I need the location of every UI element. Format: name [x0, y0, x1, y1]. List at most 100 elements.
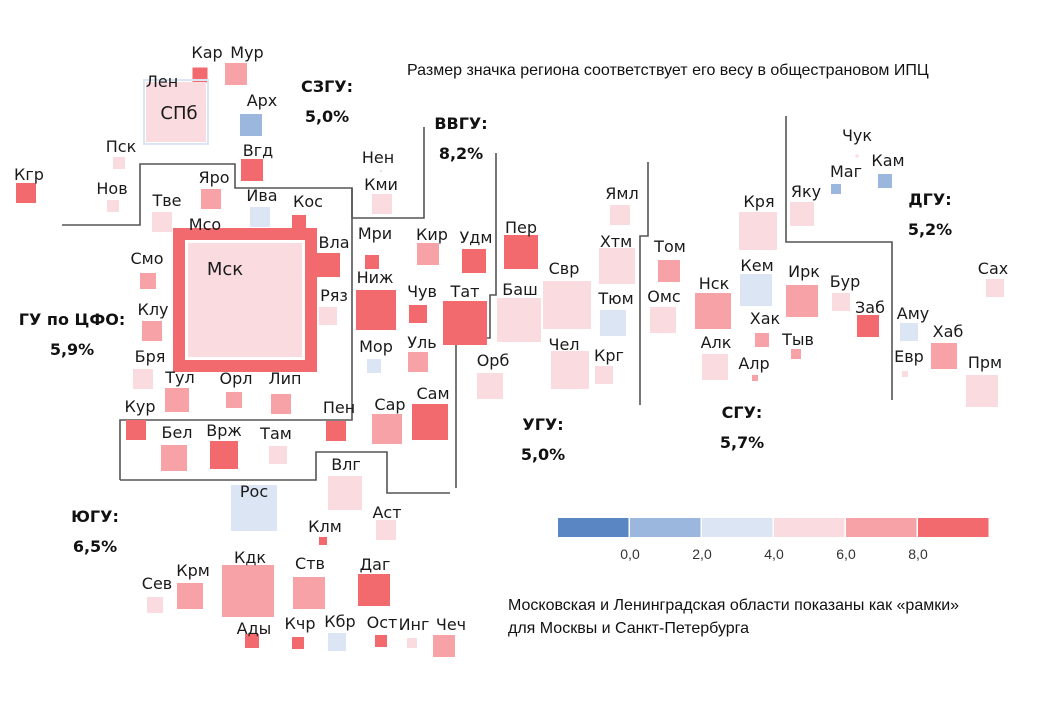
region-label-18: Смо	[130, 249, 163, 268]
region-label-26: Бел	[161, 423, 192, 442]
region-label-75: Крм	[176, 561, 210, 580]
region-label-27: Врж	[206, 421, 242, 440]
region-tile-73	[376, 520, 396, 540]
region-label-37: Пен	[323, 398, 355, 417]
region-tile-68	[902, 371, 908, 377]
region-label-9: Нен	[362, 148, 394, 167]
region-tile-17	[316, 253, 340, 277]
region-label-31: Удм	[460, 228, 493, 247]
region-tile-38	[372, 414, 402, 444]
region-tile-3	[146, 82, 206, 142]
region-label-21: Бря	[135, 347, 166, 366]
region-label-6: Пск	[106, 137, 137, 156]
region-tile-61	[790, 202, 814, 226]
region-label-32: Ниж	[357, 268, 394, 287]
region-label-12: Тве	[151, 191, 181, 210]
district-value-4: 5,7%	[720, 433, 764, 452]
region-label-57: Тыв	[781, 330, 814, 349]
region-tile-49	[658, 260, 680, 282]
region-label-72: Клм	[308, 517, 342, 536]
region-tile-76	[222, 565, 274, 617]
legend-tick-2: 4,0	[764, 546, 784, 562]
region-label-81: Кбр	[324, 612, 355, 631]
region-label-66: Аму	[897, 304, 929, 323]
region-label-11: Яро	[198, 168, 229, 187]
region-tile-24	[271, 394, 291, 414]
region-label-47: Тюм	[597, 289, 633, 308]
region-label-1: Мур	[230, 43, 263, 62]
region-label-7: Нов	[96, 179, 127, 198]
region-tile-75	[177, 583, 203, 609]
region-label-15: Мсо	[189, 215, 221, 234]
region-tile-33	[409, 305, 427, 323]
district-labels: СЗГУ: 5,0% ВВГУ: 8,2% ГУ по ЦФО: 5,9% УГУ: 5,0%…	[19, 77, 952, 556]
district-name-6: ЮГУ:	[71, 507, 119, 526]
region-label-71: Рос	[240, 482, 268, 501]
region-label-50: Омс	[647, 287, 680, 306]
region-label-23: Орл	[220, 369, 253, 388]
legend-bin-4	[846, 518, 917, 537]
region-tile-40	[504, 235, 538, 269]
region-label-51: Нск	[699, 274, 730, 293]
region-tile-54	[740, 274, 772, 306]
border-szgu-cfo	[62, 163, 353, 480]
region-tile-42	[477, 373, 503, 399]
region-label-76: Кдк	[234, 548, 266, 567]
district-name-1: ВВГУ:	[434, 114, 487, 133]
region-tile-63	[831, 184, 841, 194]
region-label-43: Свр	[549, 259, 580, 278]
region-tile-84	[433, 635, 455, 657]
region-label-69: Прм	[968, 353, 1002, 372]
region-label-25: Кур	[125, 397, 156, 416]
region-label-65: Сах	[978, 259, 1008, 278]
region-labels: Кар Мур Лен СПб Арх Вгд Пск Нов Кгр Нен Кми Яро Тве И…	[14, 43, 1008, 638]
border-cfo-east	[352, 127, 425, 219]
region-tile-80	[292, 637, 304, 649]
region-tiles	[16, 63, 1004, 657]
region-tile-29	[365, 255, 379, 269]
region-label-36: Уль	[407, 333, 436, 352]
note-line-2: для Москвы и Санкт-Петербурга	[508, 620, 749, 637]
region-label-0: Кар	[191, 43, 222, 62]
region-tile-66	[900, 323, 918, 341]
region-tile-48	[595, 366, 613, 384]
region-label-77: Ств	[295, 554, 325, 573]
region-label-10: Кми	[364, 175, 398, 194]
region-label-3: СПб	[160, 103, 197, 124]
region-tile-47	[600, 310, 626, 336]
region-tile-35	[367, 359, 381, 373]
color-legend: 0,0 2,0 4,0 6,0 8,0	[558, 518, 989, 562]
region-tile-28	[269, 446, 287, 464]
legend-bin-2	[702, 518, 773, 537]
region-tile-4	[240, 114, 262, 136]
region-tile-22	[165, 388, 189, 412]
legend-bin-1	[630, 518, 701, 537]
region-label-84: Чеч	[436, 615, 466, 634]
region-tile-32	[356, 290, 396, 330]
region-label-74: Сев	[142, 574, 172, 593]
region-tile-25	[126, 420, 146, 440]
region-tile-59	[832, 293, 850, 311]
region-label-62: Чук	[842, 126, 872, 145]
region-label-44: Чел	[548, 335, 579, 354]
region-label-83: Инг	[399, 615, 430, 634]
region-tile-77	[293, 577, 325, 609]
region-tile-50	[650, 307, 676, 333]
region-tile-53	[739, 212, 777, 250]
region-label-22: Тул	[164, 368, 194, 387]
region-tile-55	[755, 333, 769, 347]
region-label-17: Вла	[318, 233, 349, 252]
region-tile-57	[791, 349, 801, 359]
region-label-82: Ост	[367, 613, 398, 632]
region-tile-45	[610, 205, 630, 225]
region-label-67: Хаб	[933, 322, 964, 341]
district-name-5: ДГУ:	[908, 190, 951, 209]
district-name-3: УГУ:	[522, 415, 563, 434]
legend-bin-3	[774, 518, 845, 537]
region-tile-71	[231, 485, 277, 531]
region-label-73: Аст	[372, 503, 401, 522]
region-tile-37	[326, 421, 346, 441]
region-label-2: Лен	[146, 72, 178, 91]
region-tile-41	[497, 298, 541, 342]
